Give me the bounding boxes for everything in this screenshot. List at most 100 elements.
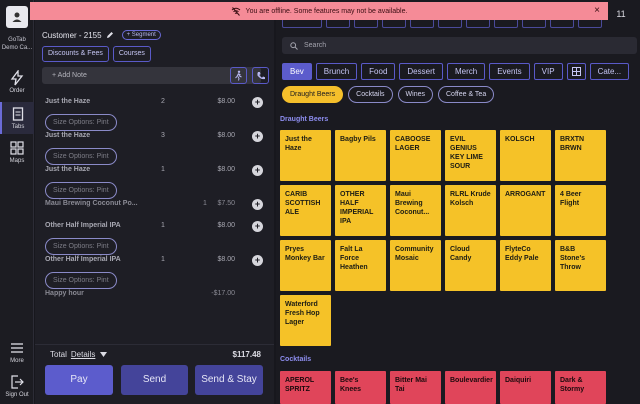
walking-person-button[interactable] <box>230 67 247 84</box>
add-icon[interactable]: + <box>252 221 263 232</box>
tab-merch[interactable]: Merch <box>446 63 486 80</box>
phone-icon <box>256 71 265 79</box>
add-icon[interactable]: + <box>252 255 263 266</box>
menu-item-tile[interactable]: Waterford Fresh Hop Lager <box>280 295 331 346</box>
add-icon[interactable]: + <box>252 131 263 142</box>
customer-row: Customer - 2155 + Segment <box>42 30 161 40</box>
list-item[interactable]: Just the Haze 3 $8.00 + Size Options: Pi… <box>45 130 267 165</box>
pay-button[interactable]: Pay <box>45 365 113 395</box>
menu-item-tile[interactable]: BRXTN BRWN <box>555 130 606 181</box>
menu-item-tile[interactable]: Just the Haze <box>280 130 331 181</box>
grid-icon <box>571 67 581 76</box>
edit-icon[interactable] <box>106 31 114 39</box>
list-item[interactable]: Happy hour -$17.00 <box>45 290 235 297</box>
tab-dessert[interactable]: Dessert <box>399 63 443 80</box>
menu-item-tile[interactable]: OTHER HALF IMPERIAL IPA <box>335 185 386 236</box>
add-icon[interactable]: + <box>252 165 263 176</box>
left-rail: GoTab Demo Ca... Order Tabs Maps More Si… <box>0 0 34 404</box>
subtab-wines[interactable]: Wines <box>397 86 433 103</box>
menu-item-tile[interactable]: Daiquiri <box>500 371 551 404</box>
total-bar: Total Details $117.48 <box>35 344 274 361</box>
tab-vip[interactable]: VIP <box>533 63 563 80</box>
total-label: Total <box>50 350 67 359</box>
menu-icon <box>11 343 23 353</box>
menu-item-tile[interactable]: B&B Stone's Throw <box>555 240 606 291</box>
section-title-cocktails: Cocktails <box>280 356 312 363</box>
lightning-icon <box>10 70 24 86</box>
send-and-stay-button[interactable]: Send & Stay <box>195 365 263 395</box>
menu-item-tile[interactable]: APEROL SPRITZ <box>280 371 331 404</box>
user-icon[interactable] <box>6 6 28 28</box>
account-name: GoTab Demo Ca... <box>1 37 33 51</box>
menu-item-tile[interactable]: RLRL Krude Kolsch <box>445 185 496 236</box>
walking-person-icon <box>235 70 242 81</box>
receipt-icon <box>12 107 24 121</box>
nav-more[interactable]: More <box>0 340 34 366</box>
nav-tabs[interactable]: Tabs <box>0 102 34 134</box>
menu-item-tile[interactable]: EVIL GENIUS KEY LIME SOUR <box>445 130 496 181</box>
total-amount: $117.48 <box>232 350 261 359</box>
sign-out-icon <box>11 375 24 389</box>
menu-item-tile[interactable]: CARIB SCOTTISH ALE <box>280 185 331 236</box>
nav-maps-label: Maps <box>9 158 25 164</box>
menu-item-tile[interactable]: Bee's Knees <box>335 371 386 404</box>
menu-item-tile[interactable]: Community Mosaic <box>390 240 441 291</box>
menu-item-tile[interactable]: ARROGANT <box>500 185 551 236</box>
order-items: Just the Haze 2 $8.00 + Size Options: Pi… <box>45 96 267 310</box>
menu-item-tile[interactable]: Bagby Pils <box>335 130 386 181</box>
add-note-field[interactable]: + Add Note <box>42 67 261 84</box>
menu-item-tile[interactable]: Pryes Monkey Bar <box>280 240 331 291</box>
list-item[interactable]: Just the Haze 2 $8.00 + Size Options: Pi… <box>45 96 267 131</box>
page-number[interactable]: 11 <box>616 9 626 19</box>
list-item[interactable]: Just the Haze 1 $8.00 + Size Options: Pi… <box>45 164 267 199</box>
subcategory-tabs: Draught Beers Cocktails Wines Coffee & T… <box>282 86 495 103</box>
offline-message: You are offline. Some features may not b… <box>245 7 408 15</box>
tab-brunch[interactable]: Brunch <box>315 63 358 80</box>
phone-button[interactable] <box>252 67 269 84</box>
segment-button[interactable]: + Segment <box>121 30 161 40</box>
nav-maps[interactable]: Maps <box>0 140 34 168</box>
chevron-down-icon[interactable] <box>99 352 107 357</box>
section-title-draught: Draught Beers <box>280 116 329 123</box>
nav-order[interactable]: Order <box>0 70 34 98</box>
search-input[interactable]: Search <box>282 37 637 54</box>
menu-item-tile[interactable]: CABOOSE LAGER <box>390 130 441 181</box>
tab-events[interactable]: Events <box>489 63 530 80</box>
menu-item-tile[interactable]: 4 Beer Flight <box>555 185 606 236</box>
list-item[interactable]: Other Half Imperial IPA 1 $8.00 + Size O… <box>45 220 267 255</box>
subtab-draught-beers[interactable]: Draught Beers <box>282 86 344 103</box>
customer-name[interactable]: Customer - 2155 <box>42 30 102 40</box>
order-panel: Customer - 2155 + Segment Discounts & Fe… <box>35 0 274 404</box>
tab-food[interactable]: Food <box>361 63 396 80</box>
order-chips: Discounts & Fees Courses <box>42 46 151 62</box>
menu-item-tile[interactable]: Cloud Candy <box>445 240 496 291</box>
courses-button[interactable]: Courses <box>112 46 151 62</box>
send-button[interactable]: Send <box>121 365 188 395</box>
discounts-fees-button[interactable]: Discounts & Fees <box>42 46 109 62</box>
nav-order-label: Order <box>9 88 25 94</box>
menu-item-tile[interactable]: Boulevardier <box>445 371 496 404</box>
subtab-cocktails[interactable]: Cocktails <box>348 86 393 103</box>
menu-item-tile[interactable]: Bitter Mai Tai <box>390 371 441 404</box>
list-item[interactable]: Maui Brewing Coconut Po... 1 $7.50 + <box>45 198 267 220</box>
subtab-coffee-tea[interactable]: Coffee & Tea <box>438 86 495 103</box>
menu-item-tile[interactable]: Dark & Stormy <box>555 371 606 404</box>
close-icon[interactable]: × <box>594 5 600 16</box>
wifi-off-icon <box>231 6 240 16</box>
tab-grid[interactable] <box>566 63 586 80</box>
add-icon[interactable]: + <box>252 199 263 210</box>
menu-item-tile[interactable]: Maui Brewing Coconut... <box>390 185 441 236</box>
menu-item-tile[interactable]: KOLSCH <box>500 130 551 181</box>
offline-banner: You are offline. Some features may not b… <box>30 2 608 20</box>
tab-bev[interactable]: Bev <box>282 63 312 80</box>
tab-catering[interactable]: Cate... <box>589 63 630 80</box>
add-icon[interactable]: + <box>252 97 263 108</box>
grid-icon <box>10 141 24 155</box>
nav-sign-out[interactable]: Sign Out <box>0 374 34 402</box>
menu-item-tile[interactable]: Falt La Force Heathen <box>335 240 386 291</box>
nav-tabs-label: Tabs <box>11 124 25 130</box>
menu-item-tile[interactable]: FlyteCo Eddy Pale <box>500 240 551 291</box>
list-item[interactable]: Other Half Imperial IPA 1 $8.00 + Size O… <box>45 254 267 289</box>
nav-sign-out-label: Sign Out <box>5 392 29 398</box>
details-link[interactable]: Details <box>70 350 96 359</box>
